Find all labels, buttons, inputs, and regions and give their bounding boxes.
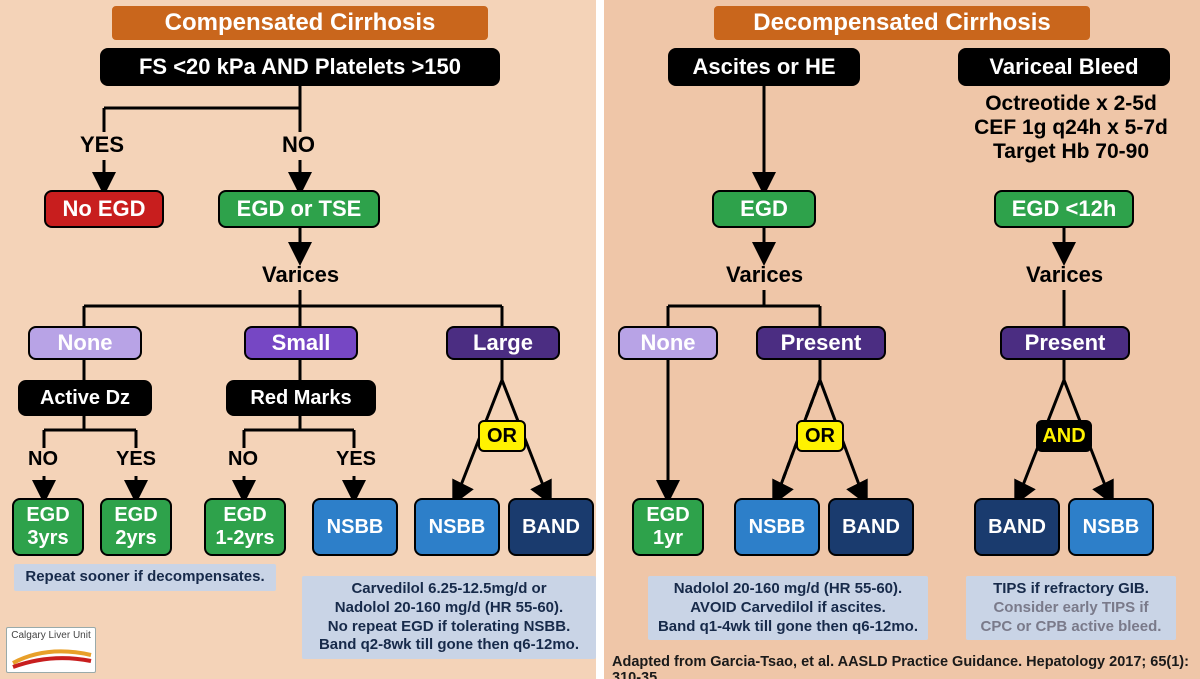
nsbb-mid: NSBB — [734, 498, 820, 556]
small-box: Small — [244, 326, 358, 360]
and-box: AND — [1036, 420, 1092, 452]
note-tips-line2: Consider early TIPS if CPC or CPB active… — [981, 599, 1162, 635]
band-mid: BAND — [828, 498, 914, 556]
band-right: BAND — [974, 498, 1060, 556]
egd-or-tse-box: EGD or TSE — [218, 190, 380, 228]
nsbb-large: NSBB — [414, 498, 500, 556]
label-no: NO — [282, 132, 315, 158]
nsbb-right: NSBB — [1068, 498, 1154, 556]
egd-12h-box: EGD <12h — [994, 190, 1134, 228]
note-repeat: Repeat sooner if decompensates. — [14, 564, 276, 591]
label-varices-left: Varices — [262, 262, 339, 288]
note-tips-line1: TIPS if refractory GIB. — [993, 580, 1149, 597]
variceal-bleed-box: Variceal Bleed — [958, 48, 1170, 86]
or-right: OR — [796, 420, 844, 452]
header-decompensated: Decompensated Cirrhosis — [714, 6, 1090, 40]
header-compensated: Compensated Cirrhosis — [112, 6, 488, 40]
logo-calgary-liver-unit: Calgary Liver Unit — [6, 627, 96, 673]
large-box: Large — [446, 326, 560, 360]
red-marks-box: Red Marks — [226, 380, 376, 416]
or-left: OR — [478, 420, 526, 452]
activedz-yes: YES — [116, 448, 156, 471]
label-yes: YES — [80, 132, 124, 158]
redmarks-yes: YES — [336, 448, 376, 471]
protocol-text: Octreotide x 2-5d CEF 1g q24h x 5-7d Tar… — [956, 92, 1186, 164]
label-varices-right: Varices — [1026, 262, 1103, 288]
none-right-box: None — [618, 326, 718, 360]
nsbb-small: NSBB — [312, 498, 398, 556]
activedz-no: NO — [28, 448, 58, 471]
band-large: BAND — [508, 498, 594, 556]
none-box: None — [28, 326, 142, 360]
canvas: Compensated Cirrhosis FS <20 kPa AND Pla… — [0, 0, 1200, 679]
criteria-box: FS <20 kPa AND Platelets >150 — [100, 48, 500, 86]
no-egd-box: No EGD — [44, 190, 164, 228]
redmarks-no: NO — [228, 448, 258, 471]
egd-1yr: EGD 1yr — [632, 498, 704, 556]
ascites-box: Ascites or HE — [668, 48, 860, 86]
note-mid-right: Nadolol 20-160 mg/d (HR 55-60). AVOID Ca… — [648, 576, 928, 640]
egd-box: EGD — [712, 190, 816, 228]
active-dz-box: Active Dz — [18, 380, 152, 416]
present-right-box: Present — [1000, 326, 1130, 360]
egd-3yrs: EGD 3yrs — [12, 498, 84, 556]
note-tips: TIPS if refractory GIB. Consider early T… — [966, 576, 1176, 640]
logo-text: Calgary Liver Unit — [7, 628, 95, 641]
note-bottom-left: Carvedilol 6.25-12.5mg/d or Nadolol 20-1… — [302, 576, 596, 659]
egd-2yrs: EGD 2yrs — [100, 498, 172, 556]
present-mid-box: Present — [756, 326, 886, 360]
citation: Adapted from Garcia-Tsao, et al. AASLD P… — [612, 654, 1200, 679]
egd-1-2yrs: EGD 1-2yrs — [204, 498, 286, 556]
label-varices-mid: Varices — [726, 262, 803, 288]
